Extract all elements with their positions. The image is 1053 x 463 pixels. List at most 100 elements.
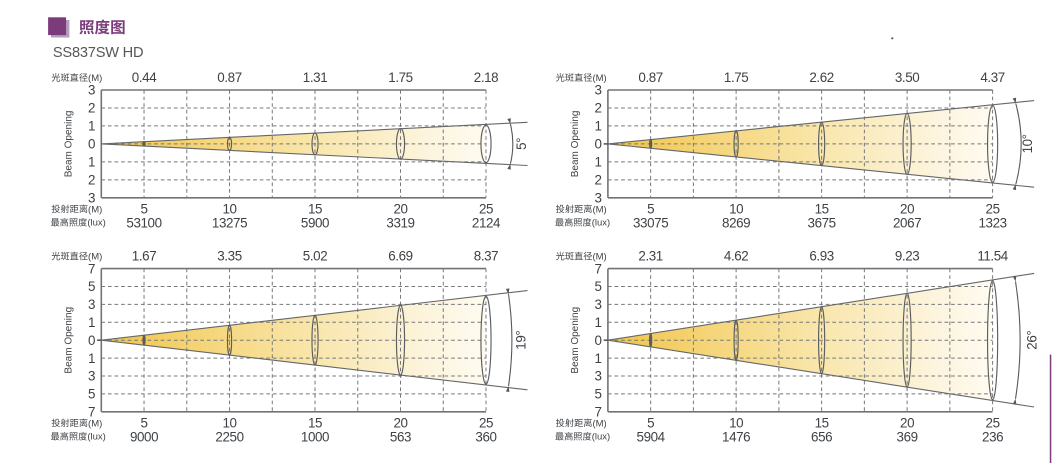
svg-text:8269: 8269 <box>722 215 750 230</box>
svg-text:5: 5 <box>88 387 95 402</box>
svg-text:0: 0 <box>595 333 602 348</box>
svg-text:9000: 9000 <box>130 429 158 444</box>
svg-text:1: 1 <box>595 119 602 134</box>
svg-text:1: 1 <box>595 315 602 330</box>
svg-text:(M): (M) <box>592 204 606 215</box>
svg-text:25: 25 <box>986 201 1000 216</box>
svg-text:11.54: 11.54 <box>977 249 1008 264</box>
svg-text:1.31: 1.31 <box>303 70 327 85</box>
svg-text:2067: 2067 <box>893 215 921 230</box>
svg-text:5: 5 <box>88 279 95 294</box>
svg-text:6.93: 6.93 <box>809 249 833 264</box>
svg-text:26°: 26° <box>1025 331 1040 350</box>
svg-text:5.02: 5.02 <box>303 249 327 264</box>
svg-text:7: 7 <box>88 261 95 276</box>
svg-text:3: 3 <box>88 191 95 206</box>
svg-text:3: 3 <box>595 83 602 98</box>
svg-text:5: 5 <box>595 387 602 402</box>
svg-text:SS837SW HD: SS837SW HD <box>53 45 143 61</box>
svg-text:2: 2 <box>595 101 602 116</box>
svg-text:5904: 5904 <box>637 429 666 444</box>
svg-text:360: 360 <box>475 429 496 444</box>
svg-text:0.44: 0.44 <box>132 70 157 85</box>
svg-text:3.50: 3.50 <box>895 70 919 85</box>
svg-text:(M): (M) <box>592 73 606 84</box>
svg-text:3675: 3675 <box>808 215 836 230</box>
svg-text:(lux): (lux) <box>592 218 610 229</box>
svg-text:563: 563 <box>390 429 411 444</box>
svg-text:(M): (M) <box>88 204 102 215</box>
svg-text:15: 15 <box>308 201 322 216</box>
svg-text:1323: 1323 <box>978 215 1006 230</box>
svg-text:6.69: 6.69 <box>388 249 412 264</box>
svg-text:3: 3 <box>595 297 602 312</box>
svg-text:4.37: 4.37 <box>980 70 1004 85</box>
svg-text:1: 1 <box>88 315 95 330</box>
svg-text:5: 5 <box>141 415 148 430</box>
svg-text:4.62: 4.62 <box>724 249 748 264</box>
svg-text:20: 20 <box>900 415 914 430</box>
svg-text:53100: 53100 <box>126 215 161 230</box>
svg-text:9.23: 9.23 <box>895 249 919 264</box>
svg-text:13275: 13275 <box>212 215 247 230</box>
svg-text:1: 1 <box>88 119 95 134</box>
svg-text:3: 3 <box>88 83 95 98</box>
svg-text:25: 25 <box>986 415 1000 430</box>
svg-text:5: 5 <box>141 201 148 216</box>
svg-text:0: 0 <box>595 137 602 152</box>
svg-text:(M): (M) <box>592 252 606 263</box>
svg-text:1000: 1000 <box>301 429 329 444</box>
svg-text:Beam Opening: Beam Opening <box>570 307 581 374</box>
svg-text:3.35: 3.35 <box>217 249 241 264</box>
svg-text:Beam Opening: Beam Opening <box>63 111 74 178</box>
svg-text:1: 1 <box>595 351 602 366</box>
svg-text:25: 25 <box>479 415 493 430</box>
svg-text:20: 20 <box>393 201 407 216</box>
svg-text:15: 15 <box>815 201 829 216</box>
svg-text:10: 10 <box>729 201 743 216</box>
svg-text:5: 5 <box>595 279 602 294</box>
svg-text:(lux): (lux) <box>87 218 105 229</box>
svg-text:10°: 10° <box>1020 134 1035 153</box>
svg-text:5900: 5900 <box>301 215 329 230</box>
svg-text:10: 10 <box>222 415 236 430</box>
svg-text:369: 369 <box>897 429 918 444</box>
svg-text:7: 7 <box>595 405 602 420</box>
svg-text:33075: 33075 <box>633 215 668 230</box>
svg-text:(M): (M) <box>88 252 102 263</box>
svg-text:3: 3 <box>595 369 602 384</box>
svg-text:1.67: 1.67 <box>132 249 156 264</box>
svg-text:Beam Opening: Beam Opening <box>570 111 581 178</box>
svg-text:25: 25 <box>479 201 493 216</box>
svg-text:5: 5 <box>647 415 654 430</box>
svg-text:0.87: 0.87 <box>638 70 662 85</box>
svg-text:2: 2 <box>595 173 602 188</box>
svg-text:0: 0 <box>88 137 95 152</box>
svg-text:2.62: 2.62 <box>809 70 833 85</box>
svg-text:(lux): (lux) <box>87 432 105 443</box>
svg-text:1: 1 <box>595 155 602 170</box>
svg-text:0.87: 0.87 <box>217 70 241 85</box>
svg-text:15: 15 <box>308 415 322 430</box>
svg-text:(M): (M) <box>88 73 102 84</box>
svg-text:7: 7 <box>595 261 602 276</box>
svg-text:3: 3 <box>88 369 95 384</box>
svg-text:(lux): (lux) <box>592 432 610 443</box>
svg-text:236: 236 <box>982 429 1003 444</box>
svg-text:20: 20 <box>393 415 407 430</box>
svg-text:(M): (M) <box>88 418 102 429</box>
svg-text:5°: 5° <box>514 138 529 150</box>
svg-text:656: 656 <box>811 429 832 444</box>
svg-text:5: 5 <box>647 201 654 216</box>
svg-text:3: 3 <box>88 297 95 312</box>
svg-text:3319: 3319 <box>386 215 414 230</box>
svg-text:(M): (M) <box>592 418 606 429</box>
svg-text:1476: 1476 <box>722 429 750 444</box>
svg-text:2: 2 <box>88 101 95 116</box>
svg-text:2: 2 <box>88 173 95 188</box>
svg-text:3: 3 <box>595 191 602 206</box>
svg-text:19°: 19° <box>514 331 529 350</box>
svg-text:2250: 2250 <box>215 429 243 444</box>
svg-text:10: 10 <box>729 415 743 430</box>
svg-text:0: 0 <box>88 333 95 348</box>
